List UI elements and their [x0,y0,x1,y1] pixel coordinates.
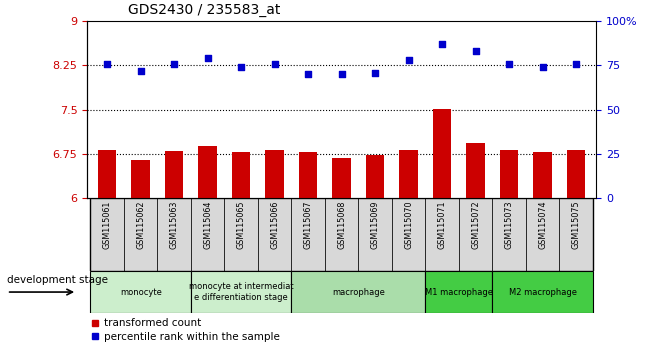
Text: monocyte at intermediat
e differentiation stage: monocyte at intermediat e differentiatio… [189,282,293,302]
Text: GSM115075: GSM115075 [572,200,581,249]
Bar [291,271,425,313]
Bar [399,150,418,198]
Point [269,61,280,67]
Point [202,56,213,61]
Bar [533,152,552,198]
Bar [492,198,526,271]
Bar [191,198,224,271]
Bar [526,198,559,271]
Bar [165,151,184,198]
Text: GSM115064: GSM115064 [203,200,212,249]
Bar [198,146,217,198]
Bar [157,198,191,271]
Bar [299,152,318,198]
Bar [325,198,358,271]
Text: M2 macrophage: M2 macrophage [509,287,577,297]
Text: GSM115066: GSM115066 [270,200,279,249]
Text: GSM115068: GSM115068 [337,200,346,249]
Bar [366,155,385,198]
Bar [567,150,586,198]
Text: GSM115072: GSM115072 [471,200,480,249]
Point [336,72,347,77]
Bar [425,271,492,313]
Point [303,72,314,77]
Bar [191,271,291,313]
Bar [98,150,117,198]
Bar [90,198,124,271]
Point [135,68,146,74]
Bar [332,158,351,198]
Text: GSM115073: GSM115073 [505,200,514,249]
Text: GDS2430 / 235583_at: GDS2430 / 235583_at [128,4,280,17]
Bar [425,198,459,271]
Bar [492,271,593,313]
Bar [559,198,593,271]
Point [437,41,448,47]
Bar [224,198,258,271]
Point [470,48,481,54]
Text: GSM115065: GSM115065 [237,200,246,249]
Text: GSM115071: GSM115071 [438,200,447,249]
Legend: transformed count, percentile rank within the sample: transformed count, percentile rank withi… [92,319,279,342]
Bar [90,271,191,313]
Point [236,64,247,70]
Text: macrophage: macrophage [332,287,385,297]
Text: GSM115069: GSM115069 [371,200,380,249]
Bar [459,198,492,271]
Bar [131,160,150,198]
Bar [124,198,157,271]
Bar [291,198,325,271]
Point [504,61,515,67]
Point [169,61,180,67]
Text: GSM115074: GSM115074 [538,200,547,249]
Point [571,61,582,67]
Bar [258,198,291,271]
Text: development stage: development stage [7,275,108,285]
Bar [466,143,485,198]
Bar [433,109,452,198]
Text: GSM115067: GSM115067 [304,200,313,249]
Bar [500,150,519,198]
Bar [232,152,251,198]
Point [403,57,414,63]
Text: M1 macrophage: M1 macrophage [425,287,493,297]
Text: monocyte: monocyte [120,287,161,297]
Point [370,70,381,75]
Text: GSM115062: GSM115062 [136,200,145,249]
Text: GSM115063: GSM115063 [170,200,179,249]
Point [537,64,548,70]
Bar [392,198,425,271]
Bar [358,198,392,271]
Text: GSM115070: GSM115070 [404,200,413,249]
Bar [265,150,284,198]
Text: GSM115061: GSM115061 [103,200,112,249]
Point [102,61,113,67]
